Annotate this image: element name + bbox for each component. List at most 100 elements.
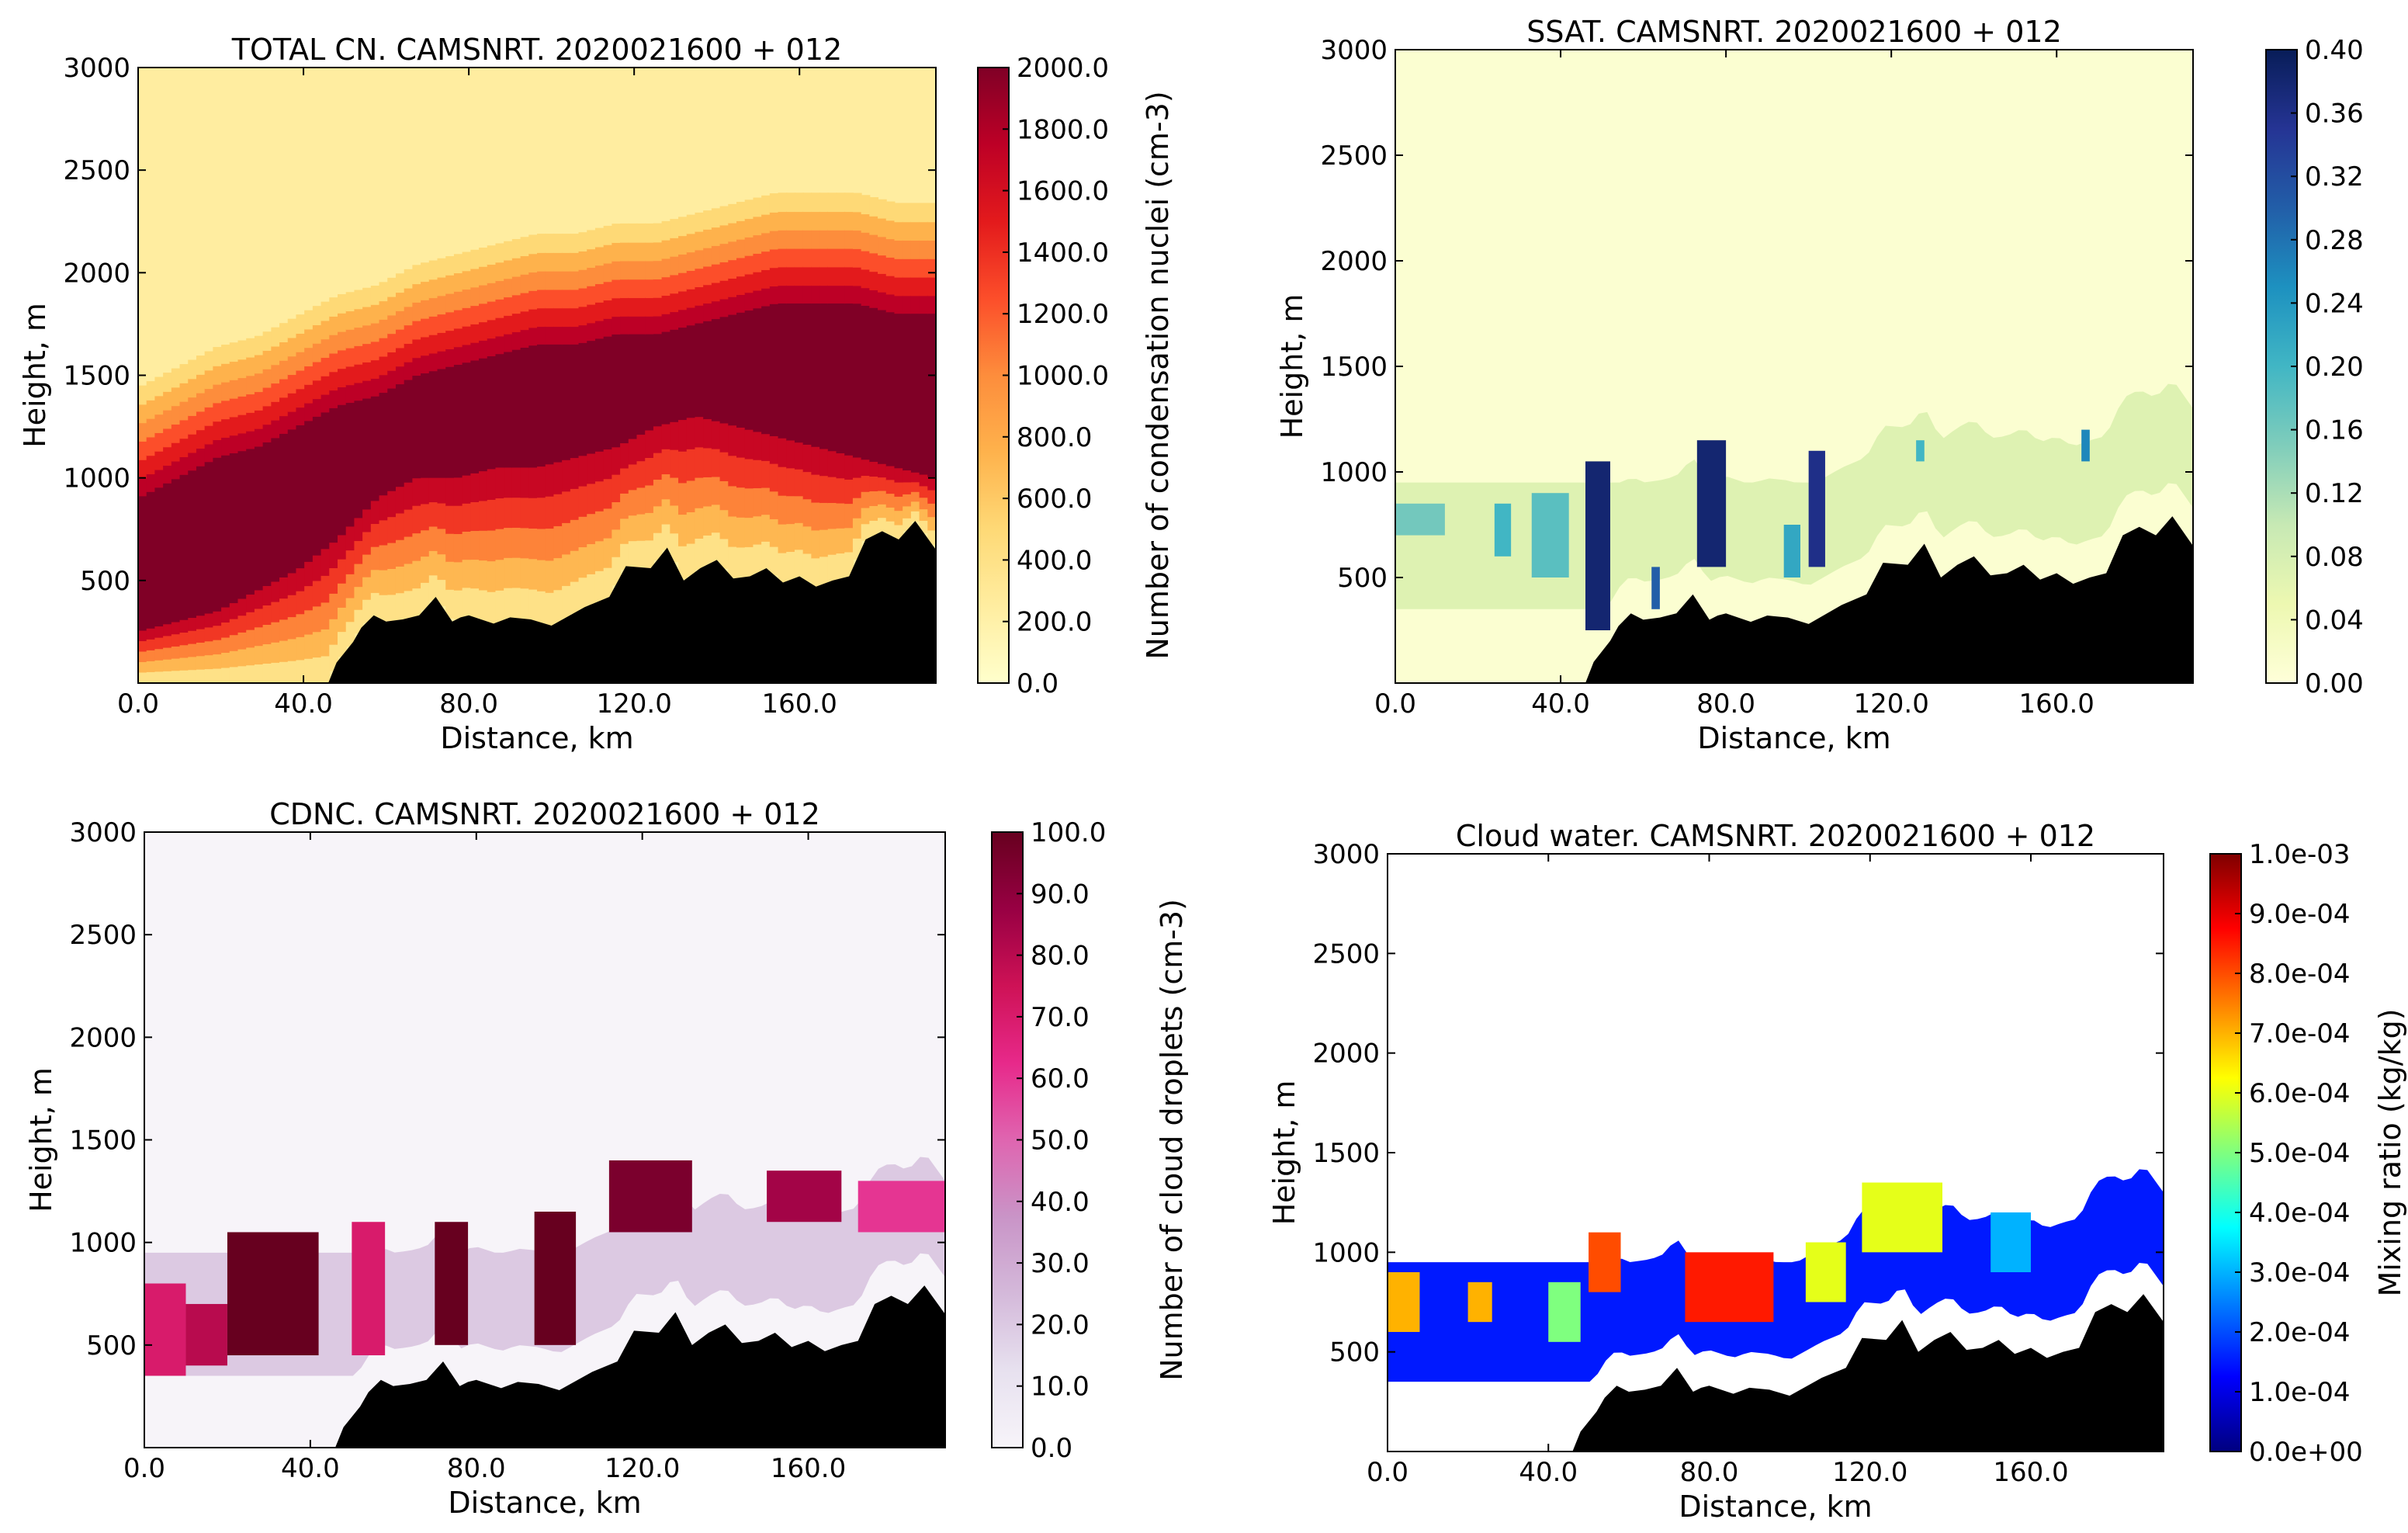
field-cell (836, 303, 846, 455)
field-cell (404, 536, 414, 565)
field-cell (653, 334, 663, 428)
field-cell (827, 477, 837, 504)
field-cell (620, 241, 629, 262)
field-cell (885, 256, 896, 276)
field-cell (445, 477, 455, 507)
field-cell (753, 308, 763, 433)
field-cell (154, 626, 165, 639)
field-cell (844, 303, 854, 456)
field-cell (695, 417, 705, 449)
field-cell (520, 292, 530, 312)
field-cell (753, 271, 763, 291)
field-cell (612, 474, 622, 504)
field-cell (511, 257, 521, 277)
field-cell (537, 498, 546, 530)
field-cell (703, 265, 712, 286)
field-cell (354, 290, 364, 310)
field-cell (736, 294, 746, 314)
field-cell (296, 407, 306, 426)
field-cell (504, 557, 513, 589)
field-cell (204, 369, 214, 390)
field-cell (412, 357, 422, 377)
field-cell (320, 357, 331, 376)
field-cell (562, 554, 571, 587)
field-cell (470, 588, 480, 619)
field-cell (802, 248, 812, 268)
field-cell (279, 341, 289, 361)
field-cell (903, 518, 912, 532)
field-cell (188, 397, 197, 416)
field-cell (869, 215, 879, 235)
field-cell (254, 609, 264, 629)
x-tick-label: 120.0 (1832, 1457, 1907, 1488)
field-cell (769, 248, 779, 269)
field-cell (229, 635, 239, 652)
field-cell (653, 278, 663, 298)
field-cell (869, 289, 879, 309)
field-cell (620, 297, 629, 317)
field-cell (421, 530, 430, 558)
field-cell (594, 451, 605, 483)
field-cell (636, 540, 646, 568)
field-cell (852, 457, 862, 479)
x-tick-label: 40.0 (1531, 688, 1590, 720)
panel-ssat: 0.0 40.0 80.0 120.0 160.05001000150020002500… (1275, 15, 2364, 755)
field-cell (146, 628, 156, 640)
field-cell (312, 342, 322, 362)
field-cell (237, 598, 248, 617)
field-cell (628, 439, 638, 466)
field-cell (878, 236, 887, 256)
field-cell (320, 320, 331, 340)
field-cell (578, 486, 588, 518)
field-cell (603, 479, 613, 510)
field-cell (428, 477, 438, 504)
field-cell (296, 314, 306, 334)
field-cell (553, 251, 563, 272)
field-cell (138, 459, 147, 479)
field-cell (287, 318, 297, 338)
field-cell (470, 560, 480, 590)
colorbar-tick-label: 90.0 (1031, 879, 1090, 910)
field-cell (338, 535, 347, 560)
field-cell (354, 382, 364, 402)
field-cell (370, 501, 380, 525)
field-cell (753, 432, 763, 461)
field-cell (786, 551, 795, 581)
field-cell (412, 320, 422, 340)
field-cell (620, 223, 629, 243)
field-cell (753, 516, 763, 546)
field-cell (354, 345, 364, 365)
field-cell (387, 296, 397, 316)
field-cell (362, 361, 372, 381)
field-cell (462, 560, 472, 589)
colorbar-tick-label: 0.0e+00 (2249, 1437, 2363, 1468)
field-cell (670, 255, 680, 276)
x-tick-label: 120.0 (1853, 688, 1928, 720)
field-cell (370, 570, 380, 594)
field-cell (612, 502, 622, 531)
field-cell (836, 192, 846, 213)
field-cell (927, 517, 936, 532)
field-cell (545, 592, 555, 626)
x-tick-label: 80.0 (439, 688, 498, 720)
field-cell (487, 300, 497, 321)
y-tick-label: 500 (1329, 1337, 1380, 1368)
field-cell (578, 577, 588, 609)
field-cell (562, 234, 571, 253)
colorbar-tick-label: 800.0 (1017, 422, 1092, 453)
field-cell (437, 580, 447, 606)
field-cell (254, 391, 264, 411)
field-cell (229, 603, 239, 620)
field-cell (844, 248, 854, 268)
chart-title: Cloud water. CAMSNRT. 2020021600 + 012 (1456, 819, 2095, 853)
field-cell (636, 435, 646, 463)
field-cell (628, 464, 638, 491)
field-cell (778, 192, 788, 213)
field-cell (262, 442, 272, 587)
colorbar-tick-label: 0.32 (2305, 161, 2364, 192)
terrain (138, 521, 936, 683)
field-cell (1585, 461, 1610, 630)
field-cell (221, 418, 230, 438)
field-cell (661, 524, 671, 550)
